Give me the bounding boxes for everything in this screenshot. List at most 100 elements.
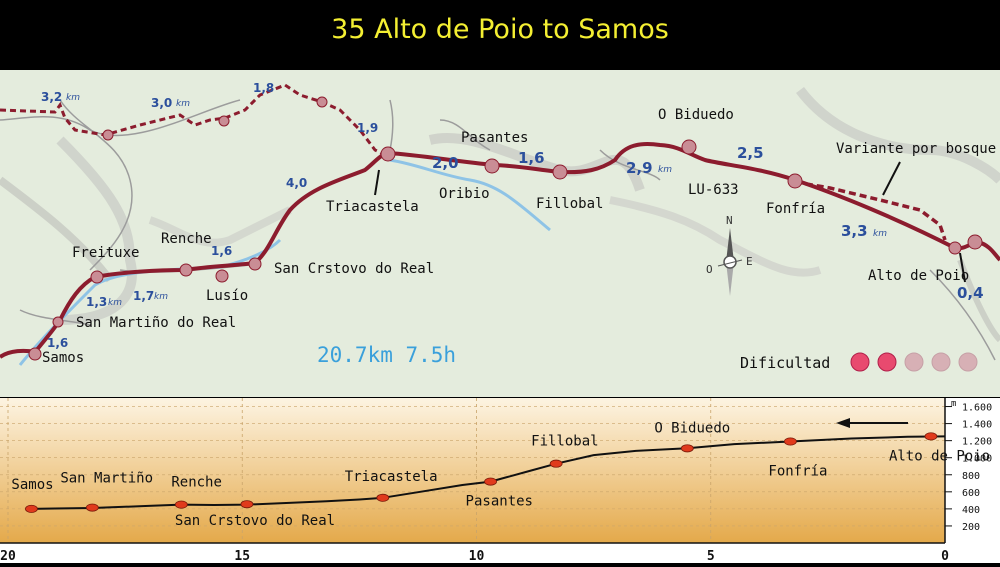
dist-0-4: 0,4	[957, 284, 984, 302]
marker-san-cristovo	[248, 257, 262, 271]
title-bar: 35 Alto de Poio to Samos	[0, 0, 1000, 70]
profile-point	[924, 432, 938, 441]
profile-point-label: Samos	[11, 477, 53, 493]
dist-1-8: 1,8	[253, 81, 274, 95]
profile-point	[85, 503, 99, 512]
axis-panel	[945, 398, 1000, 563]
difficulty-icon-inactive	[958, 352, 978, 372]
label-san-martino: San Martiño do Real	[76, 315, 236, 331]
profile-point	[783, 437, 797, 446]
dist-1-6-pasantes: 1,6	[518, 149, 545, 167]
km-unit: km	[873, 229, 887, 239]
km-unit: km	[66, 93, 80, 103]
y-tick-label: 800	[962, 471, 980, 482]
marker-fillobal	[552, 164, 568, 180]
x-tick-label: 0	[941, 549, 949, 563]
page-title: 35 Alto de Poio to Samos	[331, 14, 669, 45]
profile-point-label: Fonfría	[768, 464, 827, 480]
x-tick-label: 20	[0, 549, 16, 563]
difficulty-icon-active	[877, 352, 897, 372]
profile-point	[240, 500, 254, 509]
marker-samos	[28, 347, 42, 361]
km-unit: km	[154, 292, 168, 302]
dist-1-6-renche: 1,6	[211, 244, 232, 258]
route-summary: 20.7km 7.5h	[317, 343, 456, 367]
dist-1-7: 1,7	[133, 289, 154, 303]
profile-point	[484, 477, 497, 486]
y-tick-label: 600	[962, 488, 980, 499]
profile-point-label: Triacastela	[345, 469, 438, 485]
label-lu633: LU-633	[688, 182, 739, 198]
dist-3-2: 3,2	[41, 90, 62, 104]
y-tick-label: 1.200	[962, 437, 992, 448]
profile-point-label: Alto de Poio	[889, 448, 990, 464]
profile-point-label: Fillobal	[531, 434, 598, 450]
alto-leader	[959, 252, 966, 283]
difficulty-icon-inactive	[904, 352, 924, 372]
dist-3-3: 3,3	[841, 222, 868, 240]
y-tick-label: 1.600	[962, 403, 992, 414]
route-map-svg: N O E Samos San Martiño do Real Freituxe…	[0, 81, 1000, 372]
label-oribio: Oribio	[439, 186, 490, 202]
y-tick-label: 200	[962, 522, 980, 533]
compass-n: N	[726, 214, 733, 227]
marker-pasantes	[484, 158, 500, 174]
label-freituxe: Freituxe	[72, 245, 139, 261]
label-renche: Renche	[161, 231, 212, 247]
profile-point	[25, 504, 38, 513]
marker-o-biduedo	[681, 139, 697, 155]
dist-4-0: 4,0	[286, 176, 307, 190]
x-tick-label: 15	[234, 549, 250, 563]
marker-san-martino	[52, 316, 64, 328]
marker-lusio	[215, 269, 229, 283]
difficulty-icon-inactive	[931, 352, 951, 372]
label-lusio: Lusío	[206, 288, 248, 304]
marker-alto-de-poio-1	[948, 241, 962, 255]
dist-1-6-samos: 1,6	[47, 336, 68, 350]
triacastela-leader	[374, 169, 380, 196]
x-tick-label: 10	[469, 549, 485, 563]
dotted-route-variant	[794, 180, 947, 241]
marker-north-3	[316, 96, 328, 108]
variante-leader	[882, 161, 901, 196]
label-triacastela: Triacastela	[326, 199, 419, 215]
elevation-profile: 200 400 600 800 1.000 1.200 1.400 1.600 m 20 15 10 5…	[0, 398, 1000, 564]
difficulty-icon-active	[850, 352, 870, 372]
label-variante: Variante por bosque	[836, 141, 996, 157]
y-tick-label: 1.400	[962, 420, 992, 431]
marker-freituxe	[90, 270, 104, 284]
km-unit: km	[176, 99, 190, 109]
profile-point-label: Renche	[171, 475, 222, 491]
y-tick-label: 400	[962, 505, 980, 516]
marker-alto-de-poio-2	[967, 234, 983, 250]
marker-triacastela	[380, 146, 396, 162]
label-fillobal: Fillobal	[536, 196, 603, 212]
marker-renche	[179, 263, 193, 277]
profile-point-label: San Crstovo do Real	[175, 513, 335, 529]
profile-point-label: Pasantes	[466, 494, 533, 510]
dist-2-9: 2,9	[626, 159, 653, 177]
compass-o: O	[706, 263, 713, 276]
profile-point	[680, 444, 694, 453]
compass-e: E	[746, 255, 753, 268]
route-map: N O E Samos San Martiño do Real Freituxe…	[0, 70, 1000, 397]
difficulty-label: Dificultad	[740, 354, 830, 372]
marker-north-1	[102, 129, 114, 141]
elevation-profile-svg: 200 400 600 800 1.000 1.200 1.400 1.600 m 20 15 10 5…	[0, 398, 1000, 564]
dist-1-3: 1,3	[86, 295, 107, 309]
profile-point	[174, 500, 188, 509]
profile-point-label: O Biduedo	[654, 420, 730, 436]
compass-icon: N O E	[706, 214, 753, 296]
marker-fonfria	[787, 173, 803, 189]
x-tick-label: 5	[707, 549, 715, 563]
label-san-cristovo: San Crstovo do Real	[274, 261, 434, 277]
x-axis-panel	[0, 543, 1000, 563]
town-markers	[28, 96, 983, 361]
dist-2-5: 2,5	[737, 144, 764, 162]
profile-point-label: San Martiño	[60, 471, 153, 487]
profile-point	[549, 459, 563, 468]
dist-2-0: 2,0	[432, 154, 459, 172]
difficulty-rating	[850, 352, 978, 372]
km-unit: km	[658, 165, 672, 175]
profile-point	[376, 493, 390, 502]
